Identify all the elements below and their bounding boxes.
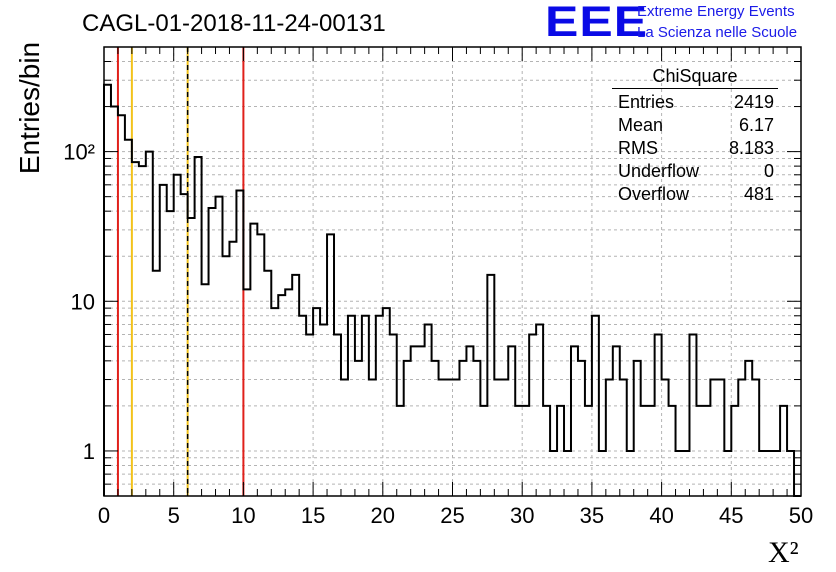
x-tick-label: 10 [231, 503, 255, 528]
eee-logo: EEE [545, 0, 649, 46]
histogram-series [103, 83, 801, 497]
stats-title: ChiSquare [612, 66, 778, 89]
stats-row: Mean 6.17 [612, 114, 778, 137]
histogram-step-line [103, 83, 801, 497]
stats-value: 0 [763, 161, 774, 181]
stats-label: Mean [618, 115, 664, 135]
stats-row: Underflow 0 [612, 160, 778, 183]
x-tick-label: 45 [719, 503, 743, 528]
stats-value: 8.183 [728, 138, 774, 158]
y-tick-label: 1 [83, 439, 95, 464]
stats-row: Overflow 481 [612, 183, 778, 206]
stats-row: RMS 8.183 [612, 137, 778, 160]
stats-label: Entries [618, 92, 675, 112]
y-tick-label: 10² [63, 140, 95, 165]
x-axis-label: X² [768, 536, 799, 569]
x-tick-label: 30 [510, 503, 534, 528]
logo-caption-line1: Extreme Energy Events [637, 3, 795, 20]
y-tick-label: 10 [71, 289, 95, 314]
stats-value: 6.17 [738, 115, 774, 135]
x-tick-label: 25 [440, 503, 464, 528]
stats-box: ChiSquare Entries 2419 Mean 6.17 RMS 8.183 … [612, 66, 778, 206]
marker-lines [116, 47, 245, 496]
x-tick-label: 20 [371, 503, 395, 528]
stats-value: 2419 [733, 92, 774, 112]
x-tick-label: 50 [789, 503, 813, 528]
stats-label: Underflow [618, 161, 700, 181]
x-tick-label: 15 [301, 503, 325, 528]
plot-title: CAGL-01-2018-11-24-00131 [82, 10, 386, 37]
x-tick-label: 5 [168, 503, 180, 528]
x-tick-label: 40 [649, 503, 673, 528]
stats-label: Overflow [618, 184, 690, 204]
axis-ticks: 0 5 10 15 20 25 30 35 40 45 50 1 10 10² [63, 47, 813, 528]
x-tick-label: 0 [98, 503, 110, 528]
stats-row: Entries 2419 [612, 91, 778, 114]
y-axis-label: Entries/bin [14, 41, 45, 175]
stats-value: 481 [743, 184, 774, 204]
x-tick-label: 35 [580, 503, 604, 528]
logo-caption-line2: La Scienza nelle Scuole [637, 24, 798, 41]
stats-label: RMS [618, 138, 658, 158]
